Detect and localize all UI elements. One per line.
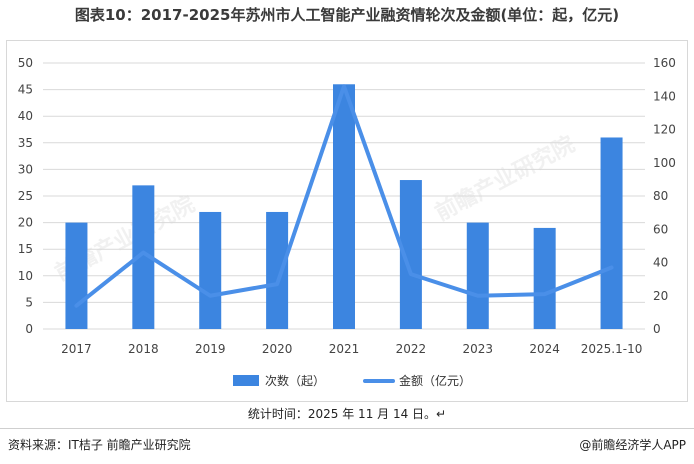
bar — [65, 222, 88, 329]
y-right-tick-label: 100 — [653, 156, 676, 170]
x-tick-label: 2025.1-10 — [581, 342, 643, 356]
x-tick-label: 2017 — [61, 342, 92, 356]
y-left-tick-label: 0 — [25, 322, 33, 336]
bar — [399, 180, 422, 329]
line-point — [476, 294, 480, 298]
legend-label-count: 次数（起） — [265, 373, 325, 388]
x-tick-label: 2023 — [463, 342, 494, 356]
y-left-tick-label: 45 — [18, 83, 33, 97]
y-left-tick-label: 10 — [18, 269, 33, 283]
y-left-tick-label: 35 — [18, 136, 33, 150]
bar — [199, 211, 222, 329]
bar — [132, 185, 155, 329]
line-point — [342, 84, 346, 88]
bar — [466, 222, 489, 329]
y-left-tick-label: 50 — [18, 56, 33, 70]
brand-credit: @前瞻经济学人APP — [579, 438, 686, 452]
line-point — [610, 265, 614, 269]
legend-swatch-bar — [233, 375, 259, 386]
y-left-tick-label: 40 — [18, 109, 33, 123]
bar — [333, 84, 355, 329]
y-right-tick-label: 20 — [653, 289, 668, 303]
line-point — [74, 304, 78, 308]
x-tick-label: 2024 — [529, 342, 560, 356]
source-note: 资料来源：IT桔子 前瞻产业研究院 — [8, 438, 191, 452]
stat-time: 统计时间：2025 年 11 月 14 日。↵ — [247, 407, 447, 421]
line-point — [208, 294, 212, 298]
y-left-tick-label: 25 — [18, 189, 33, 203]
y-right-tick-label: 160 — [653, 56, 676, 70]
line-point — [543, 292, 547, 296]
y-right-tick-label: 40 — [653, 256, 668, 270]
bar — [600, 137, 623, 329]
line-point — [275, 282, 279, 286]
line-point — [141, 251, 145, 255]
y-right-tick-label: 140 — [653, 89, 676, 103]
y-right-tick-label: 60 — [653, 222, 668, 236]
y-right-tick-label: 0 — [653, 322, 661, 336]
line-point — [409, 272, 413, 276]
chart-title: 图表10：2017-2025年苏州市人工智能产业融资情轮次及金额(单位：起，亿元… — [74, 6, 620, 24]
y-right-tick-label: 120 — [653, 123, 676, 137]
x-tick-label: 2021 — [329, 342, 360, 356]
y-left-tick-label: 30 — [18, 162, 33, 176]
x-tick-label: 2020 — [262, 342, 293, 356]
x-tick-label: 2018 — [128, 342, 159, 356]
y-left-tick-label: 5 — [25, 295, 33, 309]
bar — [533, 227, 556, 329]
y-right-tick-label: 80 — [653, 189, 668, 203]
y-left-tick-label: 15 — [18, 242, 33, 256]
chart-frame: 前瞻产业研究院 前瞻产业研究院 0 5 10 15 20 25 30 35 40 45 50 0 20 4… — [6, 40, 688, 402]
x-tick-label: 2019 — [195, 342, 226, 356]
x-tick-label: 2022 — [396, 342, 427, 356]
footer-divider — [0, 428, 694, 429]
bar — [266, 211, 289, 329]
legend-label-amount: 金额（亿元） — [399, 373, 471, 388]
chart-svg: 0 5 10 15 20 25 30 35 40 45 50 0 20 40 60 80 100 120 140 16… — [18, 56, 676, 388]
y-left-tick-label: 20 — [18, 216, 33, 230]
